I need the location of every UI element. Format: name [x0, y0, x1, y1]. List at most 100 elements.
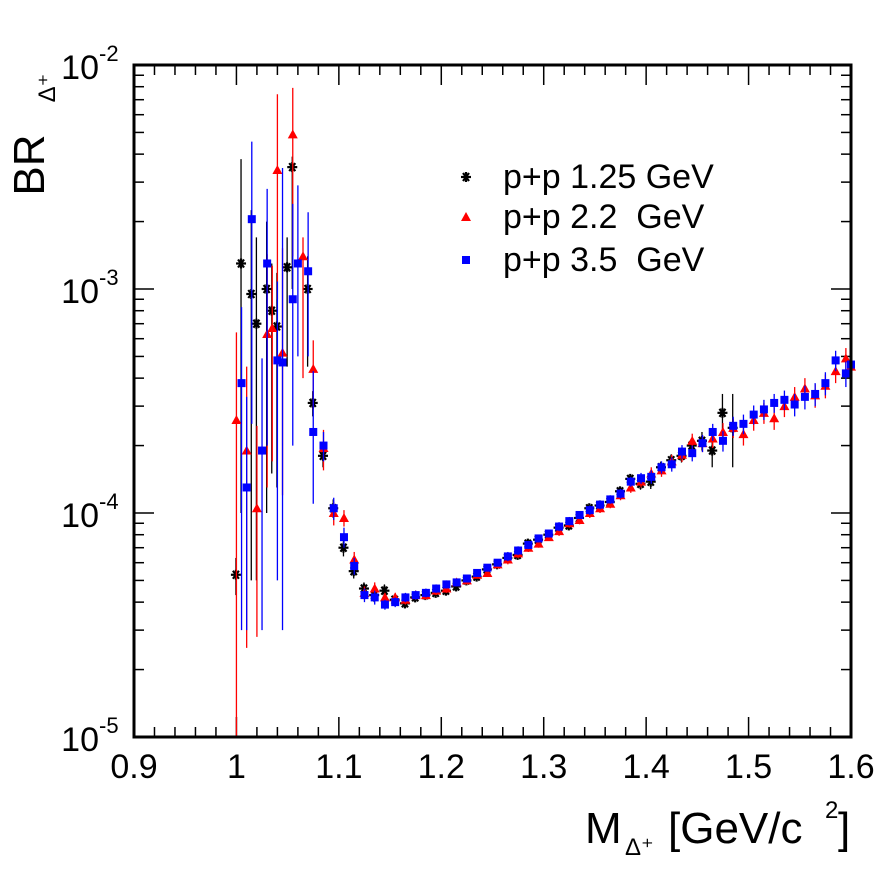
y-tick-label: 10 -4: [61, 489, 118, 535]
marker-square: [452, 578, 461, 587]
marker-square: [770, 398, 779, 407]
legend-label: p+p 3.5 GeV: [503, 241, 705, 279]
data-point: [298, 237, 309, 379]
marker-triangle: [272, 164, 283, 174]
marker-triangle: [338, 512, 349, 522]
x-axis-title-unit-sup: 2: [825, 797, 838, 824]
marker-square: [339, 533, 348, 542]
marker-square: [759, 405, 768, 414]
data-point: [360, 588, 369, 603]
data-point: [421, 588, 430, 598]
marker-square: [544, 529, 553, 538]
data-point: [263, 188, 272, 446]
marker-square: [555, 522, 564, 531]
data-point: [555, 522, 564, 532]
y-tick-label: 10 -5: [61, 713, 118, 759]
marker-triangle: [231, 415, 242, 425]
marker-square: [309, 427, 318, 436]
legend-label: p+p 2.2 GeV: [503, 198, 705, 236]
data-point: [370, 590, 379, 605]
marker-triangle: [251, 503, 262, 513]
marker-square: [237, 379, 246, 388]
marker-square: [616, 489, 625, 498]
data-point: [329, 497, 338, 521]
marker-star: [282, 262, 293, 273]
marker-square: [647, 472, 656, 481]
marker-square: [462, 574, 471, 583]
legend-marker-square-shape: [462, 256, 470, 264]
marker-square: [780, 395, 789, 404]
marker-triangle: [840, 353, 851, 363]
marker-square: [800, 392, 809, 401]
y-axis-title-main: BR: [5, 134, 54, 195]
data-point: [749, 405, 758, 425]
marker-square: [565, 517, 574, 526]
marker-star: [236, 258, 247, 269]
tick-labels: 0.9 1 1.1 1.2 1.3 1.4 1.5 1.610-510-410-310-2: [61, 41, 874, 786]
data-point: [432, 584, 441, 593]
marker-triangle: [687, 435, 698, 445]
marker-square: [432, 584, 441, 593]
plot-frame: [132, 63, 853, 739]
y-tick-base: 10: [61, 497, 99, 535]
data-point: [462, 574, 471, 583]
data-point: [780, 390, 789, 411]
marker-square: [411, 591, 420, 600]
legend-marker-star: [461, 172, 471, 182]
data-point: [272, 94, 283, 300]
x-tick-label: 1.1: [315, 748, 362, 786]
data-point: [698, 434, 707, 453]
legend: p+p 1.25 GeV p+p 2.2 GeV p+p 3.5 GeV: [461, 158, 714, 279]
legend-item: p+p 1.25 GeV: [461, 158, 714, 196]
marker-triangle: [308, 363, 319, 373]
legend-marker-triangle: [461, 212, 471, 221]
marker-square: [790, 400, 799, 409]
data-point: [247, 141, 256, 424]
data-point: [282, 237, 293, 367]
data-point: [759, 399, 768, 421]
data-point: [544, 529, 553, 538]
data-point: [708, 423, 717, 441]
data-point: [251, 425, 262, 637]
data-point: [483, 563, 492, 572]
data-point: [309, 371, 318, 504]
marker-square: [421, 588, 430, 597]
marker-square: [637, 474, 646, 483]
data-point: [585, 505, 594, 515]
legend-marker-triangle-shape: [461, 212, 471, 221]
data-point: [452, 578, 461, 587]
marker-square: [811, 389, 820, 398]
marker-square: [401, 593, 410, 602]
data-point: [350, 557, 359, 575]
series-square: [237, 141, 855, 631]
y-tick-base: 10: [61, 273, 99, 311]
marker-square: [657, 463, 666, 472]
marker-triangle: [769, 413, 780, 423]
data-point: [338, 510, 349, 527]
data-point: [242, 396, 251, 631]
marker-square: [380, 600, 389, 609]
marker-square: [729, 421, 738, 430]
data-point: [739, 414, 748, 435]
x-axis-title-unit-end: ]: [838, 804, 850, 853]
data-point: [391, 597, 400, 608]
marker-square: [698, 439, 707, 448]
marker-triangle: [287, 129, 298, 139]
data-point: [616, 488, 625, 499]
data-point: [514, 546, 523, 555]
marker-square: [350, 561, 359, 570]
data-point: [637, 472, 646, 484]
data-point: [667, 457, 676, 472]
marker-triangle: [625, 482, 636, 492]
data-point: [718, 431, 727, 452]
marker-square: [258, 446, 267, 455]
marker-square: [596, 500, 605, 509]
data-point: [534, 534, 543, 543]
marker-triangle: [533, 538, 544, 548]
x-tick-label: 1.2: [418, 748, 465, 786]
marker-square: [263, 259, 272, 268]
x-axis-title-unit: [GeV/c: [668, 804, 803, 853]
marker-square: [442, 580, 451, 589]
marker-square: [329, 504, 338, 513]
